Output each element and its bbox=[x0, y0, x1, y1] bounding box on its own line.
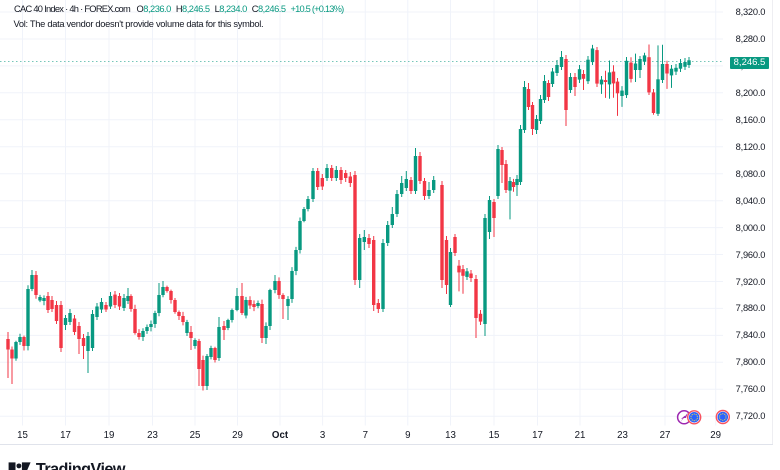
svg-text:TradingView: TradingView bbox=[36, 460, 126, 470]
